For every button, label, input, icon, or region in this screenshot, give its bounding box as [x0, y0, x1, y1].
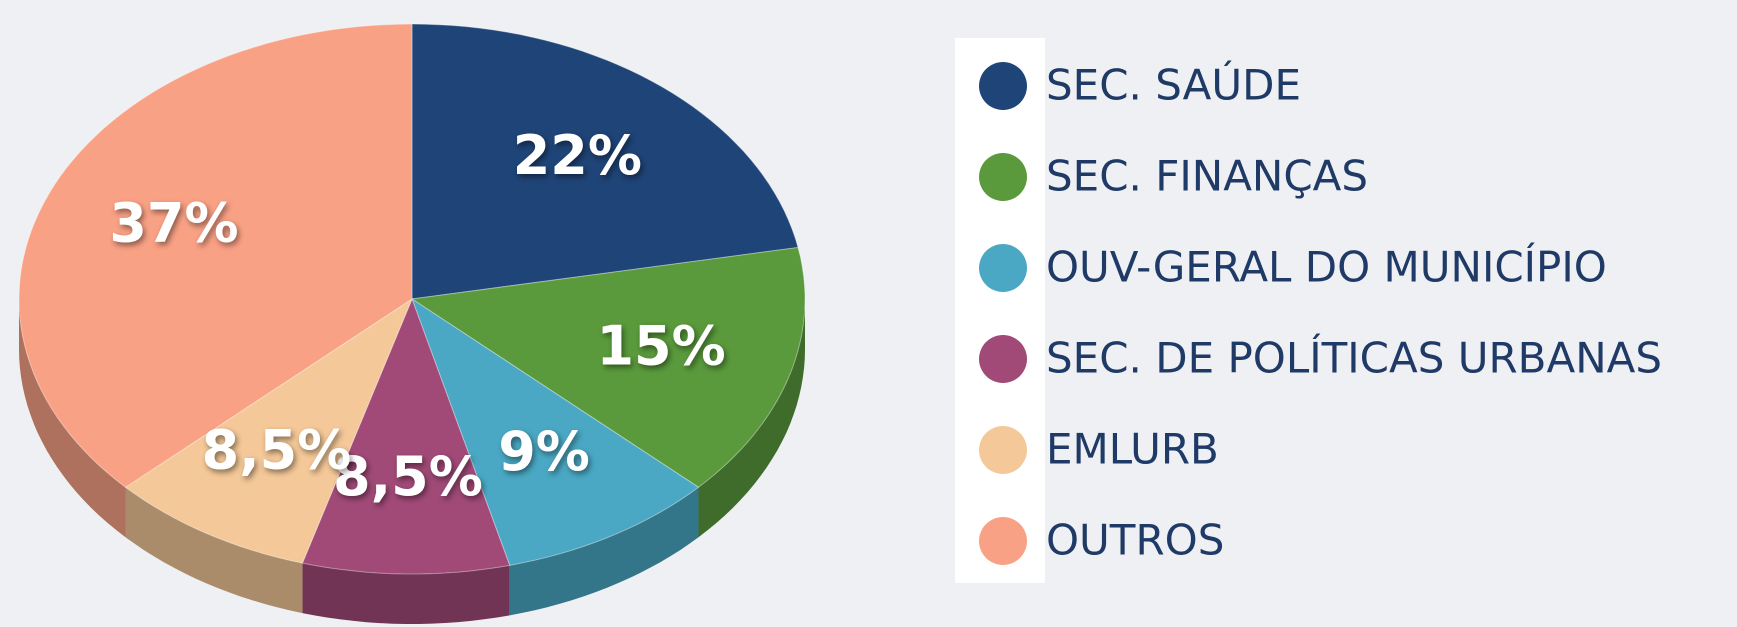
- legend-label: EMLURB: [1046, 425, 1219, 474]
- value-label: 37%: [109, 192, 238, 255]
- slice: [411, 23, 799, 300]
- value-label: 22%: [513, 124, 642, 187]
- slice: [301, 297, 511, 575]
- slice: [18, 23, 413, 488]
- slice-side: [698, 299, 805, 538]
- legend-marker: [979, 153, 1027, 201]
- legend-marker: [979, 517, 1027, 565]
- legend-marker: [979, 335, 1027, 383]
- slice: [410, 246, 806, 488]
- legend-label: OUV-GERAL DO MUNICÍPIO: [1046, 242, 1607, 292]
- value-label: 8,5%: [202, 418, 352, 481]
- slice-side: [19, 299, 126, 538]
- slice: [411, 297, 700, 566]
- legend-label: SEC. DE POLÍTICAS URBANAS: [1046, 333, 1662, 383]
- legend-box: [955, 38, 1045, 583]
- value-label: 15%: [596, 314, 725, 377]
- slice-side: [302, 563, 510, 624]
- slice-side: [125, 487, 303, 614]
- legend-marker: [979, 244, 1027, 292]
- value-label: 9%: [498, 420, 590, 483]
- legend-label: OUTROS: [1046, 516, 1224, 565]
- legend-label: SEC. FINANÇAS: [1046, 152, 1368, 201]
- legend-label: SEC. SAÚDE: [1046, 60, 1301, 110]
- legend-marker: [979, 426, 1027, 474]
- value-label: 8,5%: [333, 445, 483, 508]
- slice-side: [509, 487, 699, 616]
- legend-marker: [979, 62, 1027, 110]
- slice: [124, 297, 414, 564]
